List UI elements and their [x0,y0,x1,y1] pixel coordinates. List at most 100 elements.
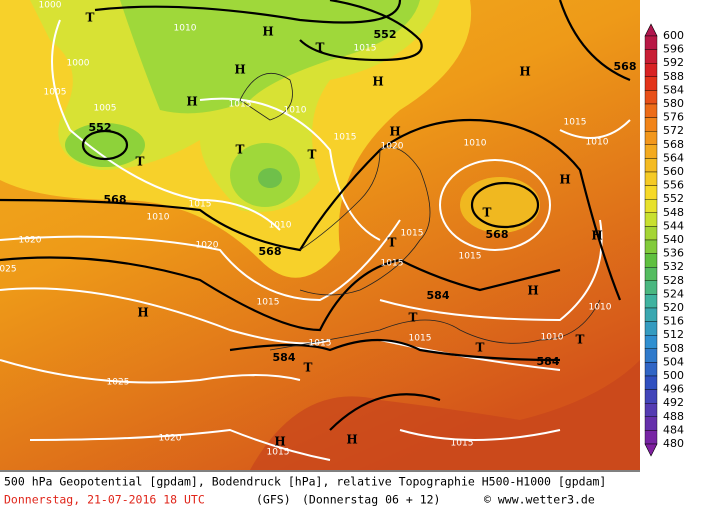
legend-bin [644,103,658,118]
legend-label: 504 [663,355,684,368]
footer-run: (Donnerstag 06 + 12) [302,493,440,507]
map-label: 568 [104,193,127,206]
map-label: 1005 [44,88,67,98]
legend-label: 532 [663,260,684,273]
legend-bin [644,226,658,241]
legend-label: 516 [663,315,684,328]
map-label: 1015 [189,200,212,210]
map-label: T [576,333,585,347]
map-label: 1020 [159,434,182,444]
map-label: 1015 [409,334,432,344]
footer-model: (GFS) [256,493,291,507]
map-label: T [409,311,418,325]
map-label: 1010 [284,106,307,116]
map-label: 1015 [267,448,290,458]
map-label: T [304,361,313,375]
legend-label: 540 [663,233,684,246]
legend-label: 508 [663,342,684,355]
isobars [0,19,631,461]
coastlines [239,72,601,351]
legend-cap-bottom [644,443,658,457]
legend-label: 536 [663,247,684,260]
legend-bin [644,171,658,186]
map-label: 1015 [564,118,587,128]
legend-bin [644,117,658,132]
legend-label: 564 [663,151,684,164]
legend-bin [644,144,658,159]
map-label: T [388,236,397,250]
map-label: H [372,75,383,89]
legend-bin [644,403,658,418]
legend-label: 576 [663,111,684,124]
legend-label: 492 [663,396,684,409]
map-label: T [316,41,325,55]
map-label: H [274,435,285,449]
legend-label: 588 [663,70,684,83]
legend-bin [644,76,658,91]
legend-label: 488 [663,410,684,423]
legend-label: 496 [663,383,684,396]
map-label: 1010 [464,139,487,149]
map-label: 1015 [459,252,482,262]
legend-bin [644,63,658,78]
legend-label: 600 [663,29,684,42]
legend-bin [644,389,658,404]
map-label: 584 [427,289,450,302]
green-region [120,0,420,114]
map-label: H [559,173,570,187]
legend-label: 552 [663,192,684,205]
map-label: 1020 [196,241,219,251]
map-label: 1025 [107,378,130,388]
legend-bin [644,280,658,295]
map-label: H [519,65,530,79]
legend-label: 548 [663,206,684,219]
map-label: 1010 [174,24,197,34]
map-label: H [186,95,197,109]
legend-bin [644,130,658,145]
map [0,0,640,470]
legend-label: 544 [663,219,684,232]
map-label: 1010 [541,333,564,343]
legend-label: 560 [663,165,684,178]
map-label: 1000 [39,1,62,11]
legend-bin [644,35,658,50]
map-label: 1000 [67,59,90,69]
map-label: 1015 [354,44,377,54]
green-core [258,168,282,188]
legend-bin [644,416,658,431]
geopotential-lines [0,0,631,431]
map-label: 1015 [257,298,280,308]
legend-bin [644,294,658,309]
legend-bin [644,267,658,282]
map-label: H [137,306,148,320]
map-label: H [389,125,400,139]
legend-bin [644,375,658,390]
legend-bin [644,362,658,377]
legend-bin [644,49,658,64]
legend-cap-top [644,23,658,37]
map-label: H [234,63,245,77]
map-label: 1015 [334,133,357,143]
map-label: 568 [486,228,509,241]
legend-label: 580 [663,97,684,110]
map-label: 1015 [401,229,424,239]
map-label: 1010 [589,303,612,313]
map-label: H [262,25,273,39]
map-label: 1010 [147,213,170,223]
legend-label: 592 [663,56,684,69]
legend-bin [644,198,658,213]
legend-label: 524 [663,287,684,300]
legend-bin [644,90,658,105]
map-label: H [346,433,357,447]
legend-label: 500 [663,369,684,382]
map-label: 1010 [269,221,292,231]
legend-bin [644,348,658,363]
legend-bin [644,253,658,268]
map-label: 1015 [309,339,332,349]
map-label: 568 [614,60,637,73]
map-label: T [236,143,245,157]
legend-label: 556 [663,179,684,192]
footer-title: 500 hPa Geopotential [gpdam], Bodendruck… [4,475,606,489]
